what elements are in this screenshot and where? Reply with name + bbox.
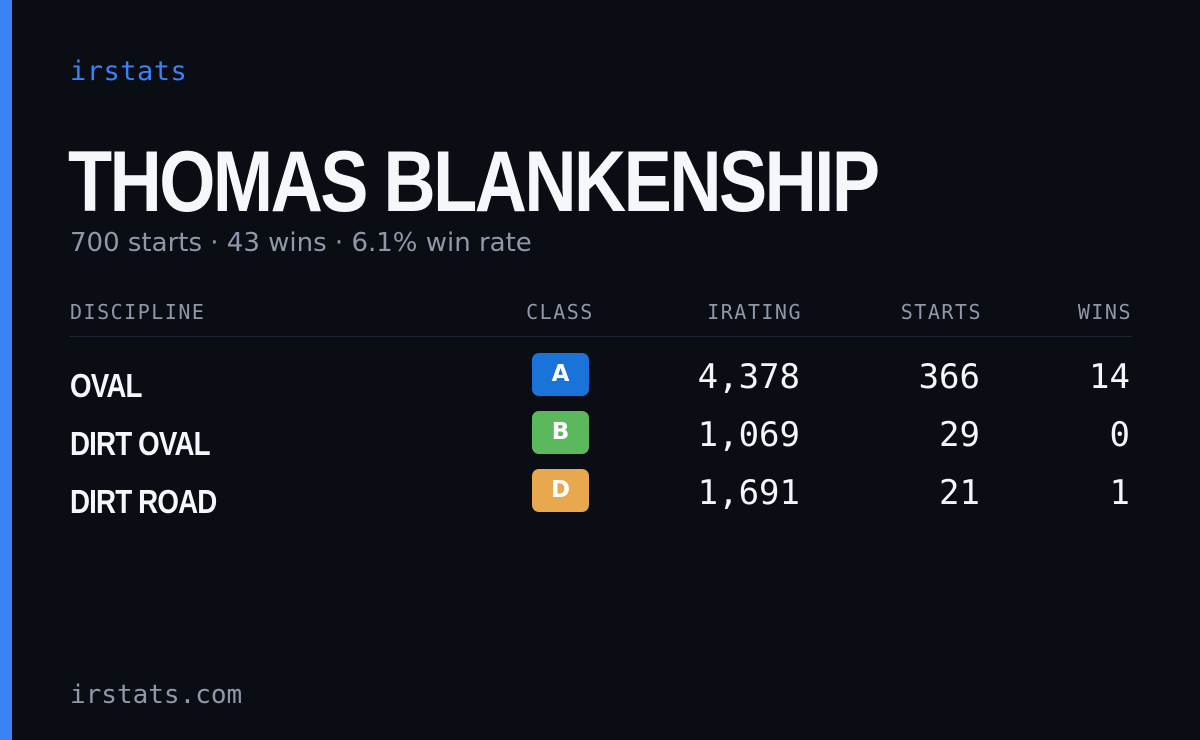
class-badge: B xyxy=(532,411,589,454)
brand-logo-text: irstats xyxy=(70,56,188,87)
table-header: DISCIPLINE CLASS IRATING STARTS WINS xyxy=(70,296,1132,337)
discipline-name: OVAL xyxy=(70,367,142,404)
table-row: OVAL A 4,378 366 14 xyxy=(70,353,1132,411)
header-irating: IRATING xyxy=(707,300,802,324)
header-wins: WINS xyxy=(1077,300,1132,324)
class-badge: A xyxy=(532,353,589,396)
driver-name: THOMAS BLANKENSHIP xyxy=(68,134,880,230)
irating-value: 1,691 xyxy=(697,473,800,513)
starts-value: 21 xyxy=(939,473,980,513)
header-class: CLASS xyxy=(526,300,594,324)
wins-value: 14 xyxy=(1089,357,1130,397)
discipline-name: DIRT OVAL xyxy=(70,425,211,462)
table-row: DIRT ROAD D 1,691 21 1 xyxy=(70,469,1132,527)
header-starts: STARTS xyxy=(900,300,982,324)
table-row: DIRT OVAL B 1,069 29 0 xyxy=(70,411,1132,469)
footer-url: irstats.com xyxy=(70,680,243,710)
discipline-name: DIRT ROAD xyxy=(70,483,217,520)
irating-value: 4,378 xyxy=(697,357,800,397)
table-body: OVAL A 4,378 366 14 DIRT OVAL B 1,069 29… xyxy=(70,337,1132,527)
starts-value: 29 xyxy=(939,415,980,455)
class-badge: D xyxy=(532,469,589,512)
header-discipline: DISCIPLINE xyxy=(70,300,206,324)
wins-value: 1 xyxy=(1109,473,1130,513)
accent-bar xyxy=(0,0,12,740)
starts-value: 366 xyxy=(918,357,980,397)
irating-value: 1,069 xyxy=(697,415,800,455)
wins-value: 0 xyxy=(1109,415,1130,455)
driver-summary: 700 starts · 43 wins · 6.1% win rate xyxy=(70,228,532,258)
stats-table: DISCIPLINE CLASS IRATING STARTS WINS OVA… xyxy=(70,296,1132,527)
